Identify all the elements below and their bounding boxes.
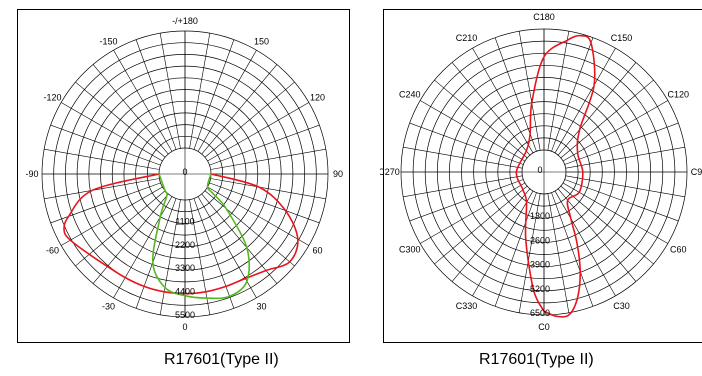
grid-minor-circle	[123, 112, 247, 236]
grid-minor-circle	[53, 42, 317, 306]
angle-label: 150	[254, 36, 269, 46]
angle-label: C60	[670, 245, 687, 255]
grid-minor-circle	[485, 113, 603, 231]
angle-label: -/+180	[172, 16, 198, 26]
grid-circle	[88, 77, 282, 271]
angle-label: -30	[102, 302, 115, 312]
angle-label: -60	[46, 246, 59, 256]
polar-chart-left: -/+180 150 120 90 60 30 0 -30 -60 -90 -120 -150 0 110…	[0, 0, 360, 346]
angle-label: C180	[533, 12, 555, 22]
radial-tick-label: 5200	[530, 284, 550, 294]
angle-label: C330	[456, 301, 478, 311]
grid-minor-circle	[461, 89, 627, 255]
grid-circle	[497, 125, 591, 219]
angle-label: C150	[611, 33, 633, 43]
chart-frame	[17, 9, 350, 343]
intensity-curve	[151, 173, 251, 300]
angle-label: -150	[99, 36, 117, 46]
grid-minor-circle	[146, 135, 224, 213]
polar-chart-right: C180 C150 C120 C90 C60 C30 C0 C330 C300 C270 C240 C…	[380, 0, 702, 346]
grid-minor-circle	[436, 64, 652, 280]
grid-minor-circle	[76, 65, 294, 283]
radial-tick-label: 4400	[175, 287, 195, 297]
grid-minor-circle	[412, 40, 676, 304]
chart-caption-left: R17601(Type II)	[164, 351, 279, 368]
radial-tick-label: 0	[537, 165, 542, 175]
grid-circle	[473, 101, 615, 243]
radial-tick-label: 6500	[530, 308, 550, 318]
angle-label: 120	[310, 93, 325, 103]
radial-tick-label: 1100	[175, 216, 194, 226]
angle-label: C300	[399, 245, 421, 255]
radial-tick-label: 2200	[175, 240, 195, 250]
angle-label: 30	[256, 302, 266, 312]
polar-chart-right-svg: C180 C150 C120 C90 C60 C30 C0 C330 C300 C270 C240 C…	[380, 9, 702, 343]
radial-tick-label: 3900	[530, 260, 550, 270]
chart-caption-right: R17601(Type II)	[479, 351, 594, 368]
angle-label: -90	[25, 169, 38, 179]
radial-tick-label: 5500	[175, 310, 195, 320]
grid-minor-circle	[509, 137, 579, 207]
grid-circle	[135, 124, 235, 224]
angle-label: C210	[456, 33, 478, 43]
grid-circle	[41, 30, 329, 318]
angle-label: -120	[43, 93, 61, 103]
angle-label: C120	[667, 90, 689, 100]
grid-circle	[424, 52, 664, 292]
angle-label: C0	[538, 322, 550, 332]
radial-tick-label: 0	[182, 167, 187, 177]
polar-chart-left-svg: -/+180 150 120 90 60 30 0 -30 -60 -90 -120 -150 0 110…	[17, 9, 350, 343]
angle-label: C30	[613, 301, 630, 311]
intensity-curve	[515, 34, 596, 318]
angle-label: 60	[312, 246, 322, 256]
angle-label: C90	[691, 167, 702, 177]
grid-circle	[400, 28, 688, 316]
angle-label: 0	[182, 322, 187, 332]
grid-circle	[111, 100, 259, 248]
angle-label: 90	[333, 169, 343, 179]
grid-minor-circle	[100, 89, 270, 259]
radial-tick-label: 2600	[530, 235, 550, 245]
angle-label: C240	[399, 90, 421, 100]
grid-circle	[449, 77, 639, 267]
radial-tick-label: 1300	[530, 211, 550, 221]
angle-label: C270	[380, 167, 400, 177]
radial-tick-label: 3300	[175, 263, 195, 273]
grid-inner-circle	[521, 149, 567, 195]
